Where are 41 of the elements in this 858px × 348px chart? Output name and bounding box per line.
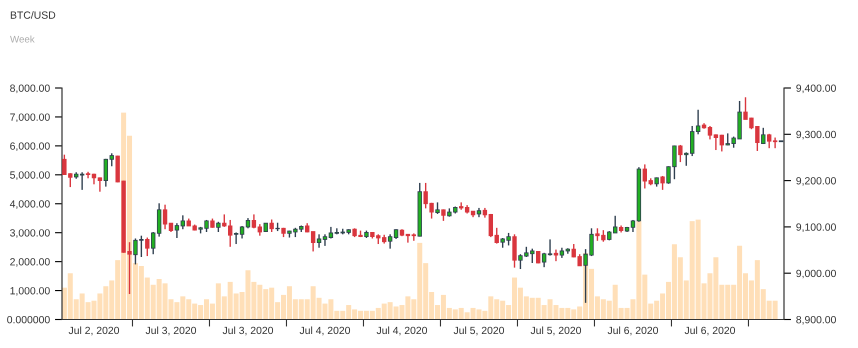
candlestick xyxy=(316,234,322,248)
y-tick-label: 8,000.00 xyxy=(10,84,50,94)
y-tick-label: 3,000.00 xyxy=(10,229,50,238)
candlestick xyxy=(275,222,280,232)
candlestick xyxy=(269,218,274,233)
x-tick-label: Jul 4, 2020 xyxy=(376,326,428,336)
chart-title: BTC/USD xyxy=(10,11,56,19)
x-tick-label: Jul 6, 2020 xyxy=(684,326,736,336)
x-tick-label: Jul 3, 2020 xyxy=(146,326,196,336)
candlestick xyxy=(216,221,221,233)
y-tick-label: 4,000.00 xyxy=(10,200,50,209)
y2-tick-label: 9,200.00 xyxy=(796,177,836,186)
candlestick xyxy=(660,175,665,191)
candlestick xyxy=(145,236,150,257)
candlestick xyxy=(210,218,215,229)
candlestick xyxy=(512,234,517,268)
y-tick-label: 7,000.00 xyxy=(10,113,50,122)
y2-tick-label: 9,000.00 xyxy=(796,270,836,278)
x-tick-label: Jul 3, 2020 xyxy=(222,326,274,336)
candlestick xyxy=(761,127,766,145)
x-tick-label: Jul 2, 2020 xyxy=(68,326,120,336)
candlestick xyxy=(678,144,683,163)
candlestick xyxy=(536,250,540,264)
y-tick-label: 5,000.00 xyxy=(10,171,50,180)
y-tick-label: 0.000000 xyxy=(7,316,50,324)
candlestick xyxy=(554,248,558,262)
chart-subtitle: Week xyxy=(10,35,35,43)
candlestick xyxy=(435,202,440,215)
y-tick-label: 1,000.00 xyxy=(10,287,50,296)
x-tick-label: Jul 4, 2020 xyxy=(300,326,350,336)
y2-tick-label: 9,400.00 xyxy=(796,84,836,94)
y-tick-label: 6,000.00 xyxy=(10,142,50,151)
candlestick xyxy=(476,207,482,218)
y-tick-label: 2,000.00 xyxy=(10,258,50,267)
y2-tick-label: 9,100.00 xyxy=(796,223,836,232)
x-tick-label: Jul 5, 2020 xyxy=(530,326,582,336)
x-tick-label: Jul 5, 2020 xyxy=(454,326,504,336)
candlestick xyxy=(246,217,250,229)
y2-tick-label: 9,300.00 xyxy=(796,130,836,140)
y2-tick-label: 8,900.00 xyxy=(796,316,836,325)
x-tick-label: Jul 6, 2020 xyxy=(608,326,658,336)
